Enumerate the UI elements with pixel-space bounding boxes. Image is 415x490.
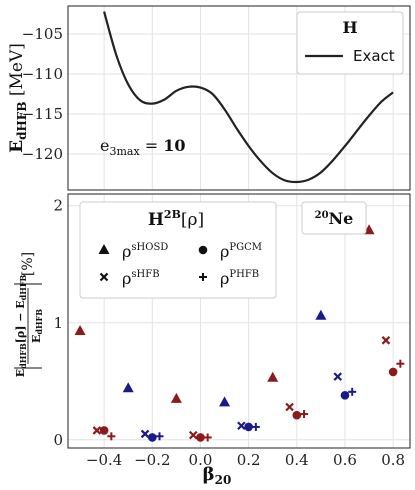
error-markers [74, 224, 405, 442]
nucleus-annotation: 20Ne [301, 201, 367, 235]
x-marker-4 [285, 402, 294, 412]
energy-legend-title: H [342, 18, 357, 37]
error-plot-frame [67, 193, 411, 449]
x-marker-5 [333, 372, 343, 381]
triangle-marker-3 [219, 396, 231, 407]
plus-marker-0 [107, 432, 116, 441]
legend-triangle-marker [98, 244, 110, 254]
error-y-ticks: 0 1 2 [53, 197, 63, 449]
x-marker-0 [92, 426, 102, 435]
circle-marker-4 [292, 410, 302, 420]
x-tick-label: 0.8 [381, 451, 405, 469]
x-axis-label: β20 [203, 464, 232, 487]
plus-marker-6 [396, 359, 405, 368]
plus-marker-5 [348, 387, 357, 396]
error-x-ticks: −0.4 −0.2 0.0 0.2 0.4 0.6 0.8 [86, 451, 405, 469]
energy-y-tick-label: −110 [22, 65, 63, 83]
x-marker-3 [237, 421, 246, 431]
e3max-annotation: e3max = 10 [100, 136, 186, 158]
plus-marker-1 [155, 432, 164, 441]
triangle-marker-4 [267, 371, 279, 382]
error-y-tick-label: 0 [53, 431, 63, 449]
energy-grid [68, 6, 410, 190]
exact-legend-label: Exact [353, 47, 395, 65]
legend-circle-marker [198, 245, 208, 255]
x-tick-label: 0.4 [285, 451, 309, 469]
plus-marker-4 [300, 410, 309, 419]
error-panel: 0 1 2 −0.4 −0.2 0.0 0.2 0.4 0.6 0.8 EdHFB[ρ] − E… [14, 193, 411, 487]
x-tick-label: −0.2 [134, 451, 170, 469]
circle-marker-6 [388, 367, 398, 377]
triangle-marker-1 [122, 382, 134, 393]
error-y-axis-label: EdHFB[ρ] − EdHFB EdHFB [%] [14, 252, 44, 377]
energy-y-ticks: −105 −110 −115 −120 [22, 25, 63, 163]
energy-y-tick-label: −115 [22, 105, 63, 123]
energy-panel: −105−110−115−120 EdHFB [MeV] e3max = 10 … [7, 5, 411, 191]
x-tick-label: 0.2 [237, 451, 261, 469]
energy-y-axis-label: EdHFB [MeV] [7, 43, 29, 153]
x-marker-1 [140, 429, 150, 439]
circle-marker-1 [147, 433, 157, 442]
error-legend-box [79, 201, 277, 299]
x-marker-6 [381, 336, 391, 345]
error-legend: H2B[ρ] ρsHOSD ρPGCM ρsHFB ρPHFB [79, 201, 277, 299]
energy-y-tick-label: −120 [22, 145, 63, 163]
error-y-tick-label: 2 [53, 197, 63, 215]
error-y-numerator: EdHFB[ρ] − EdHFB [14, 274, 28, 377]
circle-marker-3 [244, 422, 253, 432]
triangle-marker-2 [170, 392, 182, 403]
circle-marker-0 [99, 426, 109, 435]
error-y-unit: [%] [20, 252, 36, 276]
triangle-marker-5 [315, 309, 327, 320]
triangle-marker-0 [74, 324, 86, 335]
nucleus-annotation-label: 20Ne [315, 209, 354, 228]
x-marker-2 [188, 430, 198, 440]
error-y-tick-label: 1 [53, 314, 63, 332]
legend-x-marker [99, 272, 109, 282]
exact-energy-curve [103, 11, 394, 184]
x-tick-label: 0.0 [189, 451, 213, 469]
plus-marker-2 [203, 433, 212, 442]
circle-marker-2 [196, 433, 205, 442]
plus-marker-3 [251, 422, 260, 431]
legend-plus-marker [199, 273, 207, 281]
error-y-denominator: EdHFB [30, 309, 44, 343]
energy-y-tick-label: −105 [22, 25, 63, 43]
x-tick-label: −0.4 [86, 451, 122, 469]
energy-legend: H Exact [296, 11, 404, 75]
error-legend-title: H2B[ρ] [148, 208, 204, 230]
x-tick-label: 0.6 [333, 451, 357, 469]
energy-plot-frame [67, 5, 411, 191]
energy-legend-box [296, 11, 404, 75]
circle-marker-5 [340, 391, 350, 400]
nucleus-annotation-box [301, 201, 367, 235]
